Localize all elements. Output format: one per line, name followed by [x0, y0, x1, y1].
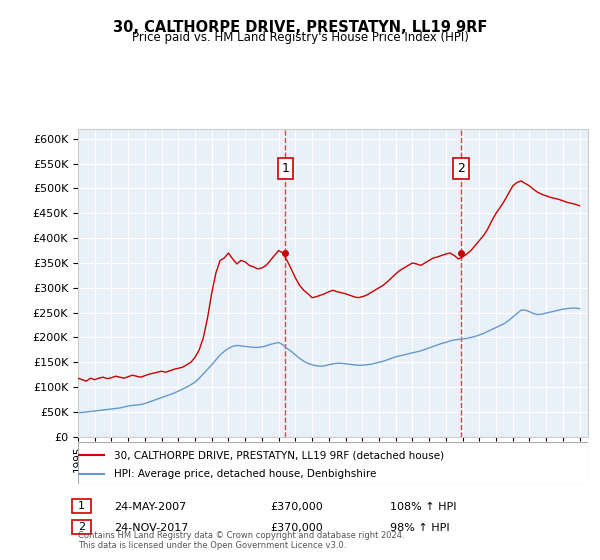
Text: 1: 1	[78, 501, 85, 511]
Text: 24-NOV-2017: 24-NOV-2017	[114, 522, 188, 533]
Text: 1: 1	[281, 162, 289, 175]
Text: £370,000: £370,000	[270, 522, 323, 533]
Text: £370,000: £370,000	[270, 502, 323, 512]
Text: 2: 2	[78, 522, 85, 532]
FancyBboxPatch shape	[72, 499, 91, 514]
Text: Contains HM Land Registry data © Crown copyright and database right 2024.
This d: Contains HM Land Registry data © Crown c…	[78, 530, 404, 550]
Text: 30, CALTHORPE DRIVE, PRESTATYN, LL19 9RF (detached house): 30, CALTHORPE DRIVE, PRESTATYN, LL19 9RF…	[114, 450, 444, 460]
Text: Price paid vs. HM Land Registry's House Price Index (HPI): Price paid vs. HM Land Registry's House …	[131, 31, 469, 44]
Text: 108% ↑ HPI: 108% ↑ HPI	[390, 502, 457, 512]
Text: 2: 2	[457, 162, 465, 175]
FancyBboxPatch shape	[78, 442, 588, 484]
Text: 98% ↑ HPI: 98% ↑ HPI	[390, 522, 449, 533]
Text: HPI: Average price, detached house, Denbighshire: HPI: Average price, detached house, Denb…	[114, 469, 376, 479]
Text: 30, CALTHORPE DRIVE, PRESTATYN, LL19 9RF: 30, CALTHORPE DRIVE, PRESTATYN, LL19 9RF	[113, 20, 487, 35]
FancyBboxPatch shape	[72, 520, 91, 534]
Text: 24-MAY-2007: 24-MAY-2007	[114, 502, 186, 512]
